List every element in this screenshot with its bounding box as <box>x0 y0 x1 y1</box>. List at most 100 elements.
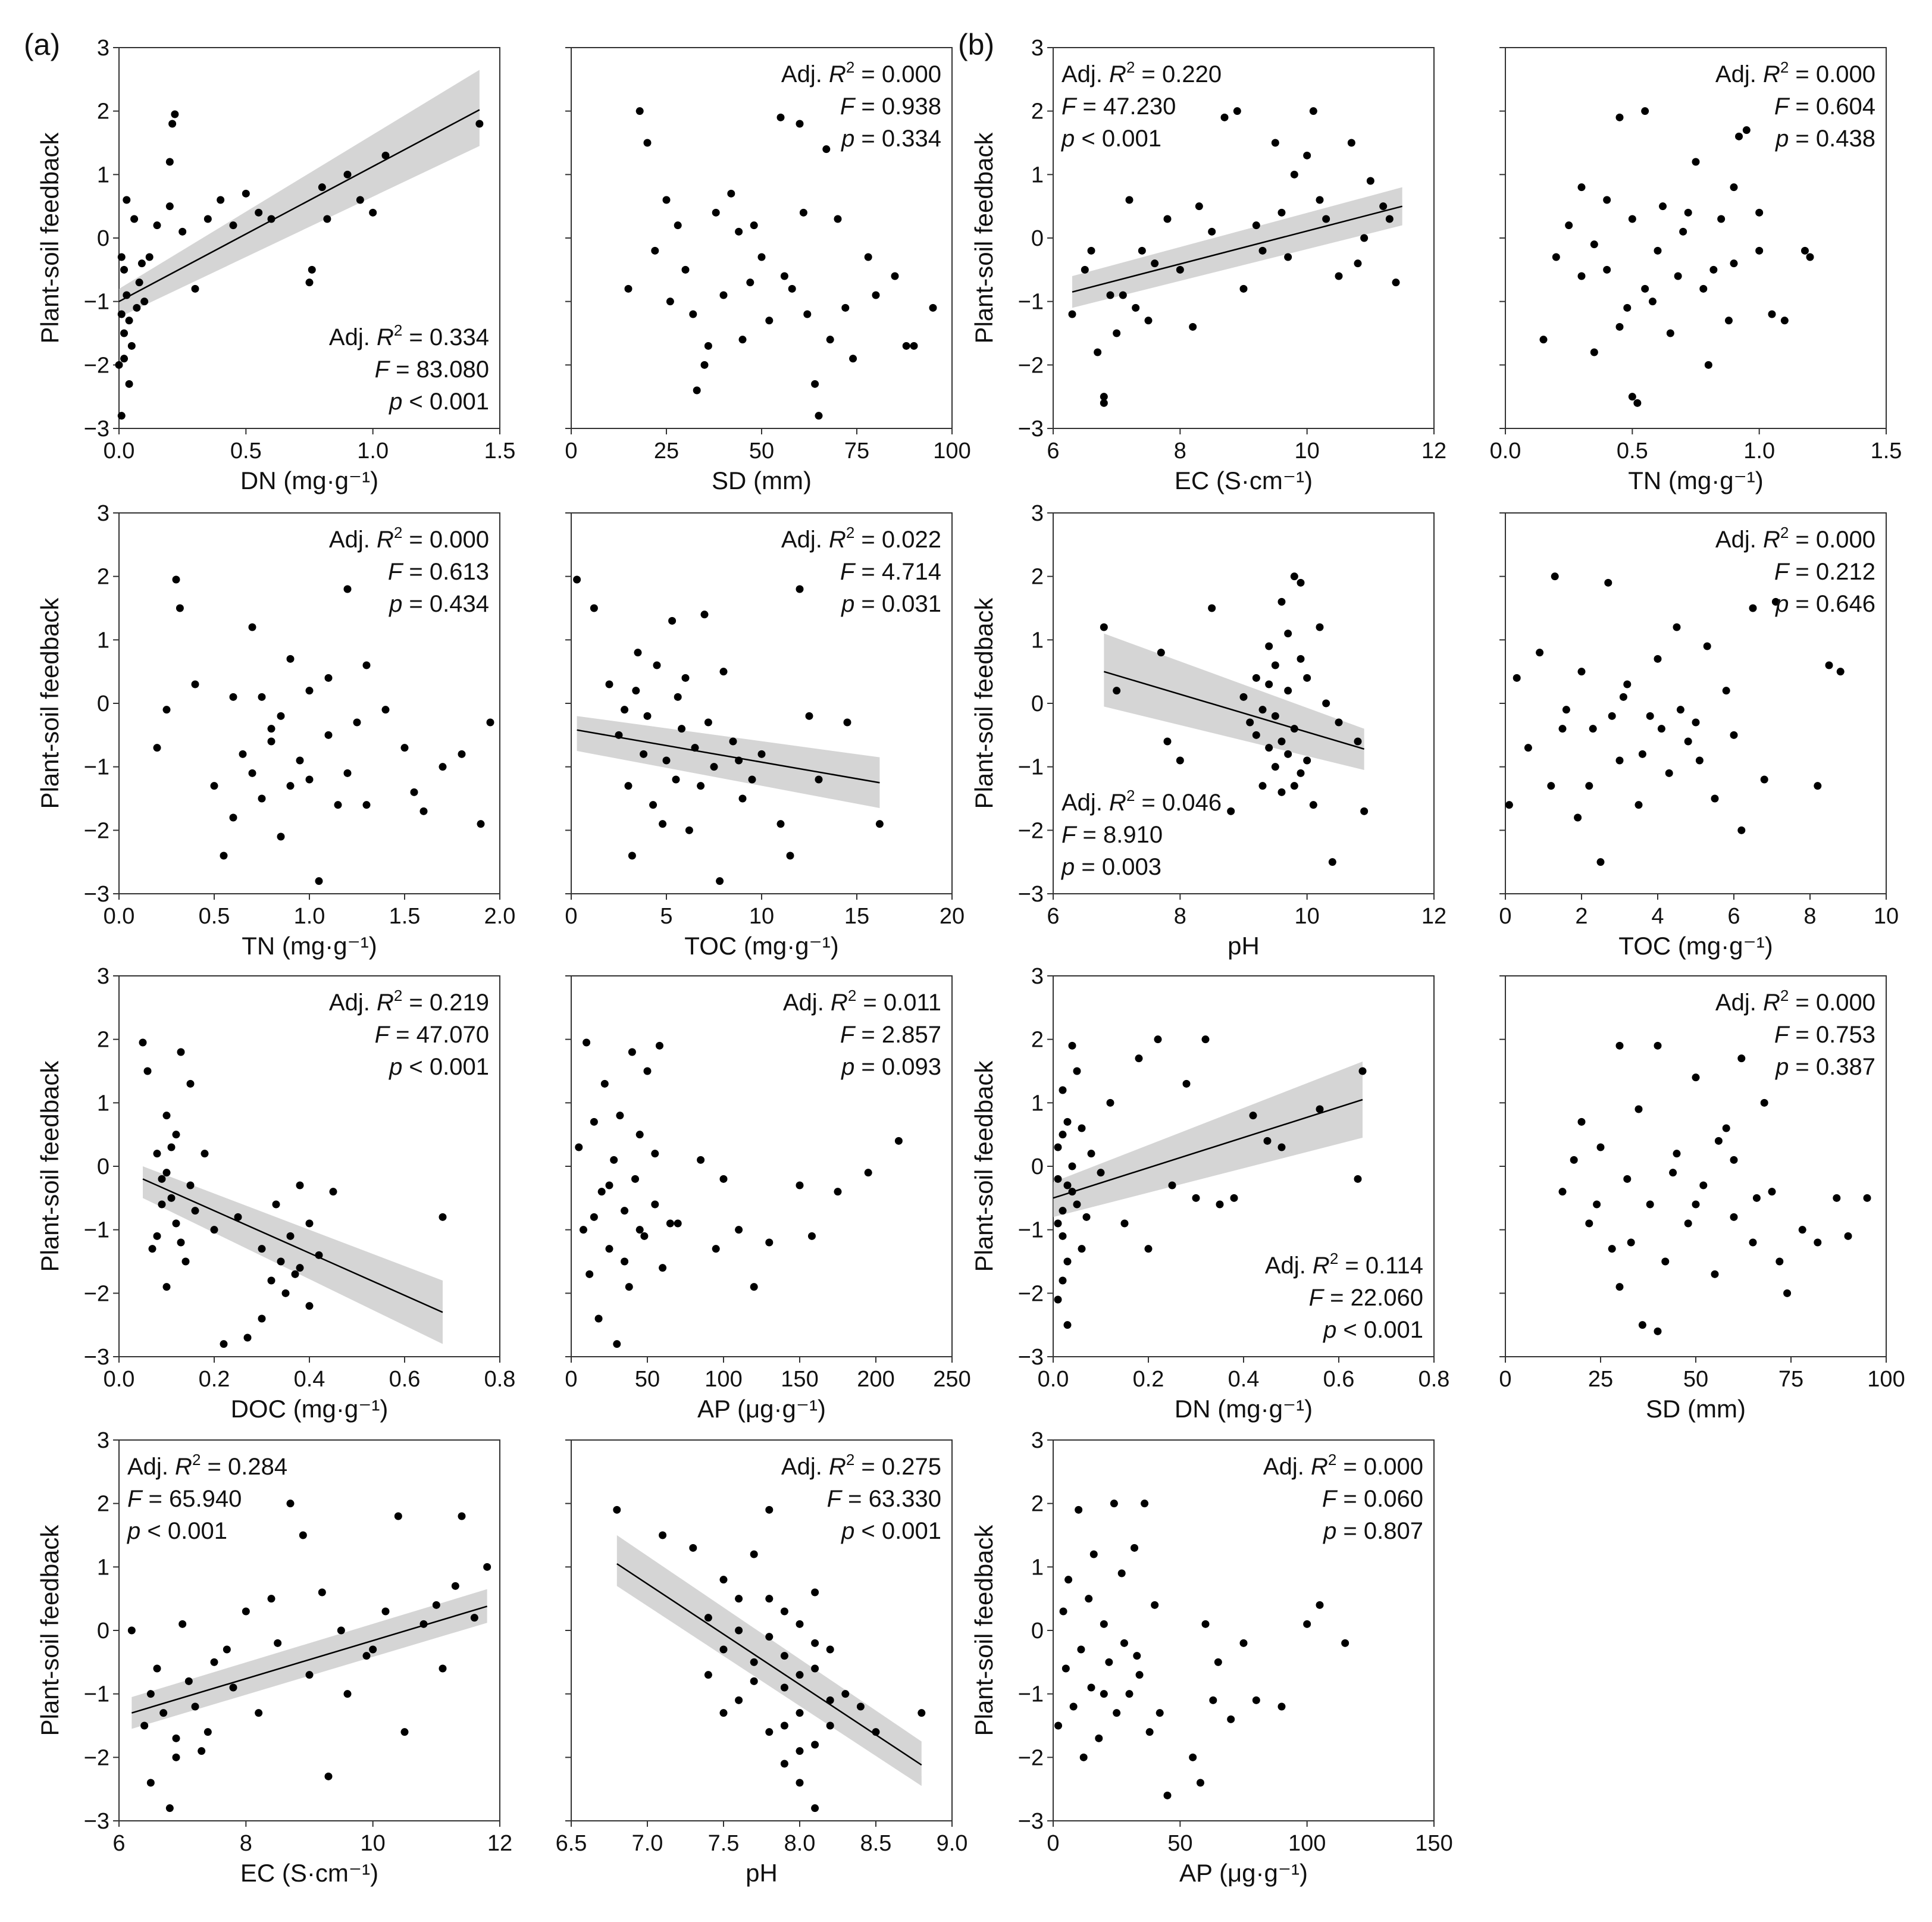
data-point <box>1673 623 1681 631</box>
data-point <box>177 1048 185 1056</box>
stat-f: F = 63.330 <box>827 1486 941 1512</box>
data-point <box>872 291 880 299</box>
y-tick-label: −3 <box>84 1809 109 1834</box>
data-point <box>153 744 161 752</box>
data-point <box>1138 246 1146 255</box>
data-point <box>1113 687 1121 695</box>
data-point <box>1814 782 1822 790</box>
data-point <box>1596 1143 1605 1151</box>
x-axis-label: SD (mm) <box>712 467 812 494</box>
stat-adj-r2: Adj. R2 = 0.114 <box>1265 1250 1423 1279</box>
y-tick-label: 1 <box>97 1091 109 1116</box>
data-point <box>719 1576 728 1584</box>
data-point <box>1711 794 1719 803</box>
data-point <box>659 1531 667 1539</box>
data-point <box>659 820 667 828</box>
data-point <box>1168 1181 1176 1189</box>
data-point <box>1360 234 1369 242</box>
data-point <box>796 1181 804 1189</box>
data-point <box>1277 737 1286 746</box>
data-point <box>1714 1137 1723 1145</box>
data-point <box>1290 170 1298 179</box>
data-point <box>165 1804 174 1813</box>
data-point <box>248 769 256 777</box>
data-point <box>1692 1200 1700 1209</box>
x-axis-label: pH <box>1228 932 1260 960</box>
data-point <box>296 756 304 765</box>
data-point <box>1730 1213 1738 1221</box>
x-tick-label: 8 <box>1174 439 1186 464</box>
data-point <box>1157 649 1165 657</box>
data-point <box>738 794 747 803</box>
data-point <box>600 1079 609 1088</box>
data-point <box>1358 1067 1367 1075</box>
x-tick-label: 1.5 <box>1871 439 1902 464</box>
data-point <box>735 756 743 765</box>
data-point <box>719 291 728 299</box>
data-point <box>1135 1054 1143 1063</box>
x-tick-label: 250 <box>933 1367 970 1392</box>
stat-p: p = 0.646 <box>1775 591 1875 617</box>
data-point <box>1577 668 1586 676</box>
data-point <box>410 788 418 796</box>
stat-p: p = 0.807 <box>1323 1518 1423 1544</box>
data-point <box>685 826 693 834</box>
stat-p: p < 0.001 <box>127 1518 227 1544</box>
x-tick-label: 0.4 <box>1228 1367 1260 1392</box>
x-tick-label: 75 <box>844 439 869 464</box>
y-tick-label: 3 <box>97 964 109 989</box>
data-point <box>184 1677 193 1685</box>
data-point <box>1776 1257 1784 1266</box>
regression-line <box>1103 671 1365 750</box>
data-point <box>1078 1245 1086 1253</box>
data-point <box>1590 348 1598 356</box>
data-point <box>343 769 352 777</box>
data-point <box>181 1257 190 1266</box>
data-point <box>621 1257 629 1266</box>
x-axis-label: AP (μg·g⁻¹) <box>1179 1859 1308 1887</box>
y-axis-label: Plant-soil feedback <box>36 597 64 809</box>
stat-f: F = 0.604 <box>1774 93 1875 120</box>
data-point <box>1277 208 1286 217</box>
data-point <box>1087 1150 1095 1158</box>
data-point <box>153 1232 161 1240</box>
x-tick-label: 50 <box>1683 1367 1708 1392</box>
data-point <box>191 1702 199 1711</box>
x-tick-label: 2.0 <box>484 904 516 929</box>
data-point <box>719 1709 728 1717</box>
data-point <box>242 1607 250 1616</box>
data-point <box>704 1614 712 1622</box>
x-tick-label: 7.0 <box>632 1831 663 1856</box>
data-point <box>1133 1652 1141 1660</box>
data-point <box>318 183 326 192</box>
data-point <box>191 680 199 688</box>
data-point <box>803 310 812 318</box>
data-point <box>1059 1131 1067 1139</box>
stat-adj-r2: Adj. R2 = 0.220 <box>1061 58 1222 87</box>
data-point <box>856 1702 865 1711</box>
data-point <box>277 712 285 720</box>
data-point <box>165 158 174 166</box>
data-point <box>1577 1117 1586 1126</box>
data-point <box>635 107 644 115</box>
data-point <box>1825 661 1833 669</box>
x-axis-label: TN (mg·g⁻¹) <box>1628 467 1763 494</box>
x-tick-label: 2 <box>1575 904 1587 929</box>
data-point <box>305 687 314 695</box>
x-tick-label: 0 <box>565 904 577 929</box>
data-point <box>272 1200 280 1209</box>
data-point <box>1654 655 1662 663</box>
data-point <box>1596 858 1605 866</box>
data-point <box>315 877 323 885</box>
data-point <box>323 215 331 223</box>
data-point <box>123 196 131 204</box>
data-point <box>1097 1169 1105 1177</box>
data-point <box>1615 1041 1624 1050</box>
data-point <box>1064 1576 1073 1584</box>
stat-f: F = 65.940 <box>127 1486 242 1512</box>
data-point <box>750 1677 758 1685</box>
data-point <box>1131 1544 1139 1552</box>
data-point <box>765 317 774 325</box>
data-point <box>1749 604 1757 612</box>
